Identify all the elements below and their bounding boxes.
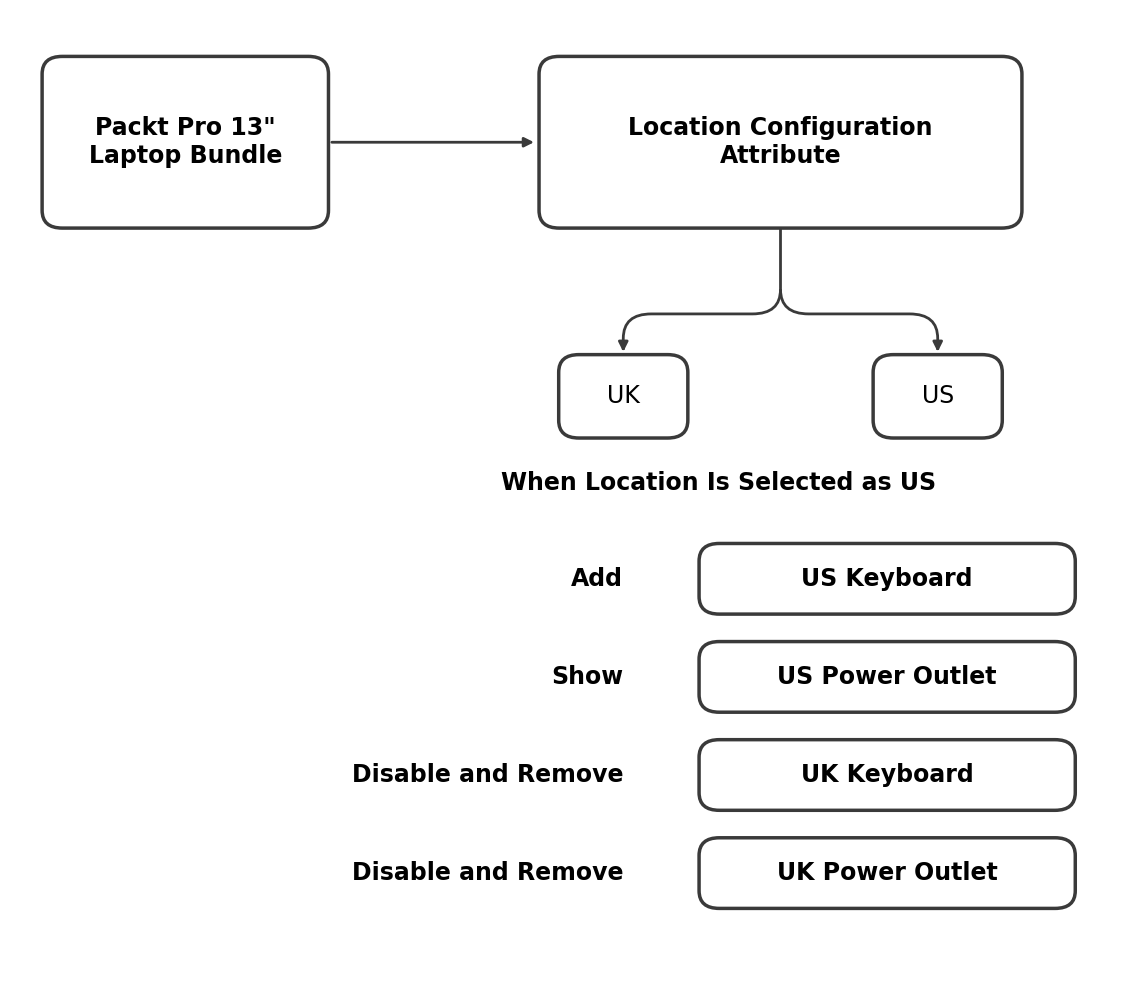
- Text: UK: UK: [606, 385, 640, 408]
- Text: UK Keyboard: UK Keyboard: [801, 763, 974, 787]
- FancyBboxPatch shape: [699, 543, 1076, 614]
- FancyBboxPatch shape: [699, 740, 1076, 810]
- FancyBboxPatch shape: [559, 355, 687, 438]
- Text: US Keyboard: US Keyboard: [802, 567, 973, 591]
- FancyBboxPatch shape: [699, 642, 1076, 712]
- Text: Add: Add: [572, 567, 623, 591]
- FancyBboxPatch shape: [43, 57, 328, 229]
- FancyBboxPatch shape: [699, 838, 1076, 908]
- Text: Show: Show: [551, 665, 623, 689]
- Text: Disable and Remove: Disable and Remove: [351, 861, 623, 885]
- Text: US: US: [922, 385, 953, 408]
- Text: Location Configuration
Attribute: Location Configuration Attribute: [628, 117, 933, 168]
- Text: US Power Outlet: US Power Outlet: [777, 665, 997, 689]
- Text: Packt Pro 13"
Laptop Bundle: Packt Pro 13" Laptop Bundle: [89, 117, 282, 168]
- Text: UK Power Outlet: UK Power Outlet: [777, 861, 997, 885]
- FancyBboxPatch shape: [539, 57, 1022, 229]
- FancyBboxPatch shape: [874, 355, 1002, 438]
- Text: When Location Is Selected as US: When Location Is Selected as US: [501, 471, 937, 494]
- Text: Disable and Remove: Disable and Remove: [351, 763, 623, 787]
